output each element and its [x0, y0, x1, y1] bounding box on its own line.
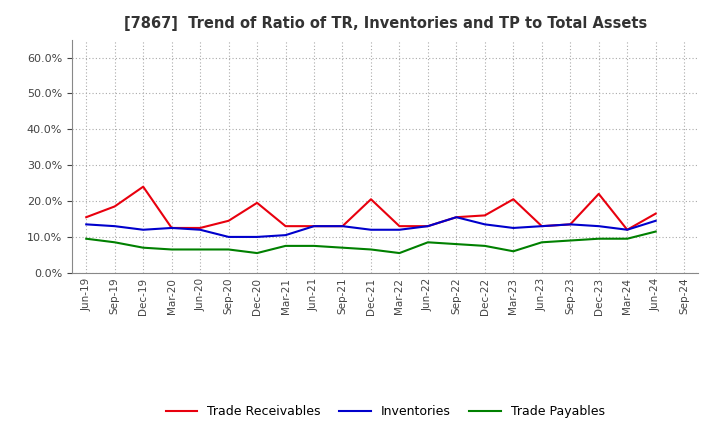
- Inventories: [652, 218, 660, 224]
- Trade Payables: [253, 250, 261, 256]
- Trade Payables: [480, 243, 489, 249]
- Inventories: [167, 225, 176, 231]
- Inventories: [480, 222, 489, 227]
- Trade Payables: [310, 243, 318, 249]
- Inventories: [623, 227, 631, 232]
- Trade Payables: [110, 240, 119, 245]
- Line: Trade Receivables: Trade Receivables: [86, 187, 656, 230]
- Inventories: [509, 225, 518, 231]
- Inventories: [139, 227, 148, 232]
- Line: Trade Payables: Trade Payables: [86, 231, 656, 253]
- Inventories: [395, 227, 404, 232]
- Trade Receivables: [253, 200, 261, 205]
- Trade Payables: [338, 245, 347, 250]
- Inventories: [225, 234, 233, 239]
- Inventories: [253, 234, 261, 239]
- Trade Receivables: [423, 224, 432, 229]
- Trade Receivables: [196, 225, 204, 231]
- Inventories: [423, 224, 432, 229]
- Trade Receivables: [167, 225, 176, 231]
- Trade Receivables: [452, 215, 461, 220]
- Trade Payables: [139, 245, 148, 250]
- Trade Receivables: [623, 227, 631, 232]
- Line: Inventories: Inventories: [86, 217, 656, 237]
- Inventories: [282, 232, 290, 238]
- Inventories: [196, 227, 204, 232]
- Trade Receivables: [395, 224, 404, 229]
- Inventories: [452, 215, 461, 220]
- Trade Receivables: [338, 224, 347, 229]
- Trade Payables: [509, 249, 518, 254]
- Trade Receivables: [282, 224, 290, 229]
- Trade Receivables: [652, 211, 660, 216]
- Trade Receivables: [110, 204, 119, 209]
- Trade Payables: [537, 240, 546, 245]
- Trade Payables: [423, 240, 432, 245]
- Trade Payables: [196, 247, 204, 252]
- Inventories: [110, 224, 119, 229]
- Trade Receivables: [566, 222, 575, 227]
- Inventories: [338, 224, 347, 229]
- Trade Payables: [452, 242, 461, 247]
- Trade Payables: [623, 236, 631, 242]
- Inventories: [537, 224, 546, 229]
- Trade Payables: [282, 243, 290, 249]
- Trade Receivables: [225, 218, 233, 224]
- Trade Receivables: [537, 224, 546, 229]
- Trade Payables: [395, 250, 404, 256]
- Trade Payables: [366, 247, 375, 252]
- Inventories: [366, 227, 375, 232]
- Trade Receivables: [139, 184, 148, 189]
- Title: [7867]  Trend of Ratio of TR, Inventories and TP to Total Assets: [7867] Trend of Ratio of TR, Inventories…: [124, 16, 647, 32]
- Trade Payables: [566, 238, 575, 243]
- Inventories: [566, 222, 575, 227]
- Trade Payables: [82, 236, 91, 242]
- Legend: Trade Receivables, Inventories, Trade Payables: Trade Receivables, Inventories, Trade Pa…: [161, 400, 610, 423]
- Inventories: [595, 224, 603, 229]
- Trade Receivables: [310, 224, 318, 229]
- Trade Receivables: [480, 213, 489, 218]
- Trade Receivables: [595, 191, 603, 197]
- Trade Payables: [167, 247, 176, 252]
- Inventories: [310, 224, 318, 229]
- Trade Payables: [225, 247, 233, 252]
- Inventories: [82, 222, 91, 227]
- Trade Receivables: [82, 215, 91, 220]
- Trade Payables: [652, 229, 660, 234]
- Trade Receivables: [366, 197, 375, 202]
- Trade Receivables: [509, 197, 518, 202]
- Trade Payables: [595, 236, 603, 242]
